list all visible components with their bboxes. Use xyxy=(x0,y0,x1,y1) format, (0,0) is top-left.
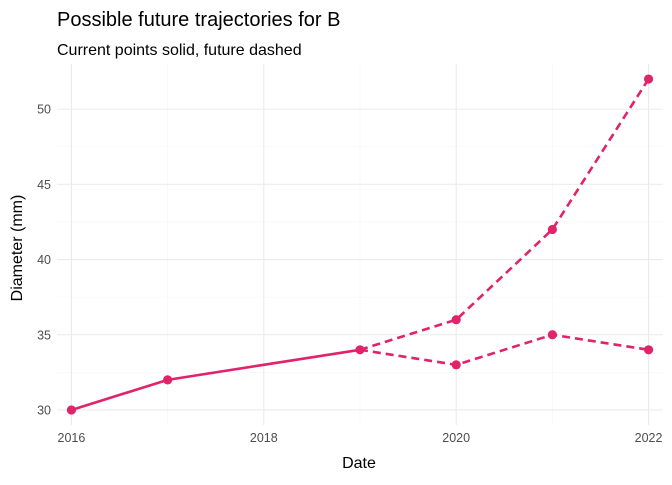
future-trajectory-line xyxy=(359,333,649,367)
x-tick-label: 2018 xyxy=(250,431,278,445)
x-tick-label: 2016 xyxy=(58,431,86,445)
x-axis-ticks: 2016 2018 2020 2022 xyxy=(58,431,663,445)
data-point xyxy=(66,405,77,415)
x-tick-label: 2020 xyxy=(442,431,470,445)
y-tick-label: 30 xyxy=(37,403,51,417)
chart-subtitle: Current points solid, future dashed xyxy=(57,42,302,59)
data-points xyxy=(66,74,654,415)
y-tick-label: 45 xyxy=(37,178,51,192)
grid xyxy=(57,64,663,425)
current-trajectory-line xyxy=(71,348,361,412)
data-point xyxy=(643,74,654,84)
data-point xyxy=(547,224,557,235)
data-point xyxy=(451,315,461,325)
data-point xyxy=(355,345,365,355)
y-tick-label: 35 xyxy=(37,328,51,342)
data-point xyxy=(547,330,557,340)
chart-title: Possible future trajectories for B xyxy=(57,9,340,31)
x-tick-label: 2022 xyxy=(635,431,663,445)
data-point xyxy=(643,345,654,355)
x-axis-title: Date xyxy=(342,455,376,472)
y-tick-label: 40 xyxy=(37,253,51,267)
future-trajectory-line xyxy=(359,78,650,352)
y-axis-title: Diameter (mm) xyxy=(9,195,26,302)
y-tick-label: 50 xyxy=(37,103,51,117)
series-lines xyxy=(71,78,650,412)
y-axis-ticks: 30 35 40 45 50 xyxy=(37,103,51,418)
data-point xyxy=(163,375,173,385)
data-point xyxy=(451,360,461,370)
